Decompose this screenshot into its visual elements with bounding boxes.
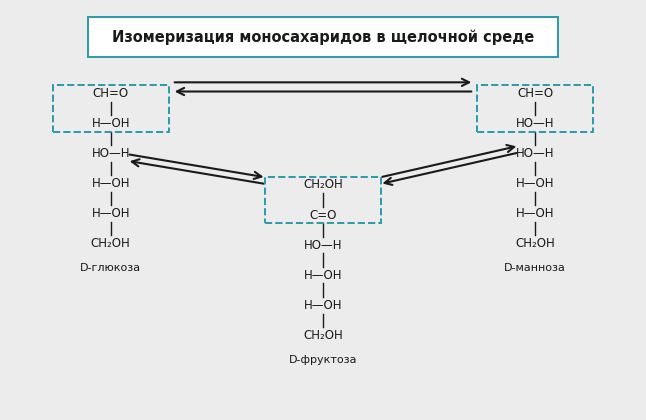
Text: H—OH: H—OH bbox=[516, 207, 554, 220]
Text: CH₂OH: CH₂OH bbox=[303, 329, 343, 341]
Text: HO—H: HO—H bbox=[516, 147, 554, 160]
Text: H—OH: H—OH bbox=[304, 299, 342, 312]
Text: CH=O: CH=O bbox=[517, 87, 554, 100]
Text: HO—H: HO—H bbox=[304, 239, 342, 252]
Text: C=O: C=O bbox=[309, 208, 337, 221]
Text: CH₂OH: CH₂OH bbox=[303, 178, 343, 192]
Text: CH₂OH: CH₂OH bbox=[91, 237, 130, 250]
Text: H—OH: H—OH bbox=[516, 177, 554, 190]
Text: D-фруктоза: D-фруктоза bbox=[289, 355, 357, 365]
Text: D-глюкоза: D-глюкоза bbox=[80, 263, 141, 273]
Text: H—OH: H—OH bbox=[304, 268, 342, 281]
Text: H—OH: H—OH bbox=[92, 207, 130, 220]
Text: CH₂OH: CH₂OH bbox=[516, 237, 555, 250]
FancyBboxPatch shape bbox=[89, 17, 557, 57]
Text: HO—H: HO—H bbox=[516, 117, 554, 130]
Text: D-манноза: D-манноза bbox=[505, 263, 566, 273]
Text: HO—H: HO—H bbox=[92, 147, 130, 160]
Text: Изомеризация моносахаридов в щелочной среде: Изомеризация моносахаридов в щелочной ср… bbox=[112, 29, 534, 45]
Text: CH=O: CH=O bbox=[92, 87, 129, 100]
Text: H—OH: H—OH bbox=[92, 177, 130, 190]
Text: H—OH: H—OH bbox=[92, 117, 130, 130]
